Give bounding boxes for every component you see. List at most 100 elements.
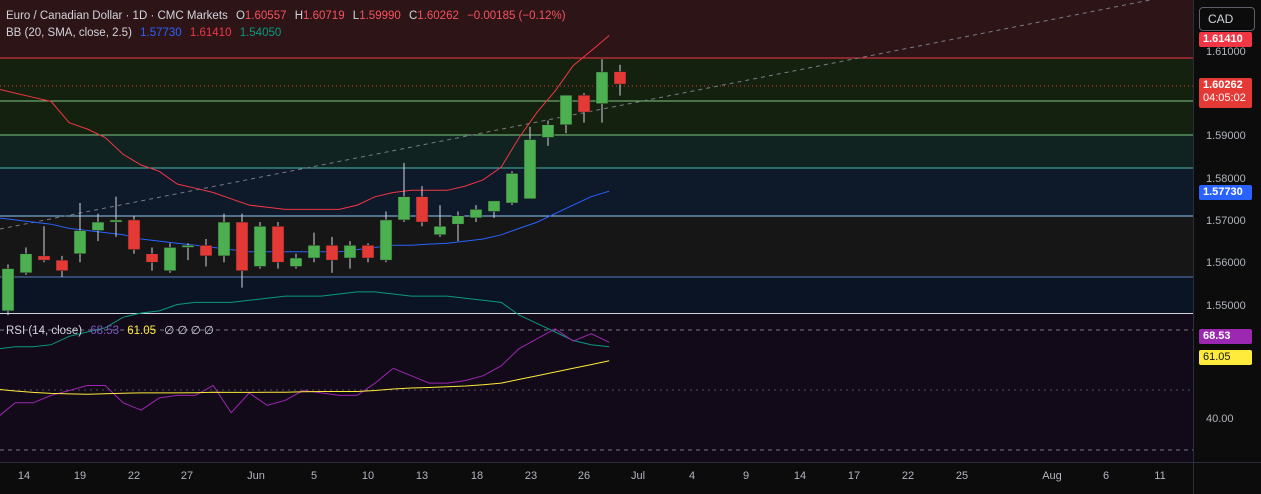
trend-line[interactable] (0, 0, 1151, 230)
currency-button[interactable]: CAD (1199, 7, 1255, 31)
candle[interactable] (415, 186, 429, 227)
candle-body (397, 196, 411, 221)
price-axis-tick: 1.56000 (1206, 257, 1246, 270)
open-label: O (235, 10, 245, 22)
bb-basis-line[interactable] (0, 190, 610, 253)
rsi-ma-line[interactable] (0, 360, 610, 395)
candle-body (37, 255, 51, 261)
rsi-ma-value: 61.05 (127, 325, 157, 337)
bb-label[interactable]: BB (20, SMA, close, 2.5) (6, 27, 132, 39)
rsi-ma-tag: 61.05 (1199, 350, 1252, 365)
time-axis-tick: 23 (524, 470, 538, 482)
candle[interactable] (163, 243, 177, 273)
time-axis-tick: 4 (688, 470, 696, 482)
time-axis-tick: 26 (577, 470, 591, 482)
time-axis-tick: 22 (901, 470, 915, 482)
time-axis-tick: 13 (415, 470, 429, 482)
symbol-legend[interactable]: Euro / Canadian Dollar · 1D · CMC Market… (6, 10, 571, 22)
candle[interactable] (523, 126, 537, 200)
candle[interactable] (181, 243, 195, 261)
candle-body (343, 245, 357, 259)
bb-lower-band-line[interactable] (0, 291, 610, 350)
candle-body (181, 245, 195, 248)
bb-upper-band-line[interactable] (0, 35, 610, 210)
rsi-tag: 68.53 (1199, 329, 1252, 344)
candle-body (73, 230, 87, 255)
candle[interactable] (235, 213, 249, 288)
candle-layer[interactable] (1, 59, 627, 316)
candle[interactable] (73, 203, 87, 263)
time-axis-tick: 6 (1102, 470, 1110, 482)
candle[interactable] (109, 196, 123, 237)
rsi-na-values: ∅ ∅ ∅ ∅ (164, 325, 214, 337)
candle[interactable] (217, 213, 231, 263)
rsi-legend[interactable]: RSI (14, close) 68.53 61.05 ∅ ∅ ∅ ∅ (6, 323, 219, 337)
time-axis-tick: 17 (847, 470, 861, 482)
countdown-value: 04:05:02 (1203, 92, 1246, 104)
rsi-value: 68.53 (90, 325, 120, 337)
candle[interactable] (541, 120, 555, 146)
candle[interactable] (469, 205, 483, 223)
candle-body (271, 226, 285, 263)
candle[interactable] (271, 222, 285, 269)
candle[interactable] (145, 247, 159, 271)
time-axis-tick: 19 (73, 470, 87, 482)
close-value: 1.60262 (417, 10, 459, 22)
candle[interactable] (307, 232, 321, 263)
candle[interactable] (343, 241, 357, 269)
candle[interactable] (559, 94, 573, 134)
candle[interactable] (379, 211, 393, 263)
candle[interactable] (37, 226, 51, 263)
zone-band-navy (0, 277, 1193, 313)
time-axis-tick: 10 (361, 470, 375, 482)
rsi-label[interactable]: RSI (14, close) (6, 325, 83, 337)
candle-body (595, 71, 609, 104)
candle[interactable] (577, 93, 591, 123)
candle-body (235, 221, 249, 271)
candle-body (55, 259, 69, 271)
candle[interactable] (613, 64, 627, 96)
candle-body (505, 173, 519, 204)
candle-body (217, 221, 231, 257)
time-axis-tick: 11 (1154, 470, 1166, 482)
candle[interactable] (1, 264, 15, 316)
candle-body (199, 245, 213, 257)
zone-band-teal (0, 135, 1193, 168)
low-value: 1.59990 (359, 10, 401, 22)
price-axis-tick: 1.61000 (1206, 45, 1246, 58)
candle-body (163, 247, 177, 271)
candle[interactable] (595, 59, 609, 123)
time-axis-tick: Jun (247, 470, 265, 482)
candle[interactable] (451, 211, 465, 242)
candle-body (541, 124, 555, 138)
candle[interactable] (253, 222, 267, 269)
bb-upper-value: 1.61410 (189, 27, 232, 39)
candle[interactable] (361, 243, 375, 263)
time-axis-tick: 5 (310, 470, 318, 482)
candle[interactable] (91, 213, 105, 242)
time-axis-tick: 14 (17, 470, 31, 482)
candle-body (109, 219, 123, 223)
rsi-line[interactable] (0, 328, 610, 418)
series-layer (0, 35, 610, 418)
last-price-tag: 1.60262 04:05:02 (1199, 78, 1252, 108)
candle[interactable] (487, 200, 501, 218)
time-axis-tick: 27 (180, 470, 194, 482)
zone-band-red (0, 0, 1193, 58)
candle[interactable] (433, 205, 447, 237)
candle[interactable] (55, 255, 69, 278)
candle-body (433, 226, 447, 236)
candle[interactable] (505, 171, 519, 206)
candle[interactable] (127, 215, 141, 254)
high-value: 1.60719 (303, 10, 345, 22)
time-axis-tick: 25 (955, 470, 969, 482)
candle[interactable] (199, 238, 213, 267)
candle[interactable] (289, 253, 303, 269)
bollinger-legend[interactable]: BB (20, SMA, close, 2.5) 1.57730 1.61410… (6, 27, 286, 39)
candle[interactable] (325, 236, 339, 273)
bb-lower-value: 1.54050 (239, 27, 282, 39)
candle[interactable] (397, 162, 411, 223)
symbol-title[interactable]: Euro / Canadian Dollar · 1D · CMC Market… (6, 10, 228, 22)
candle[interactable] (19, 247, 33, 275)
